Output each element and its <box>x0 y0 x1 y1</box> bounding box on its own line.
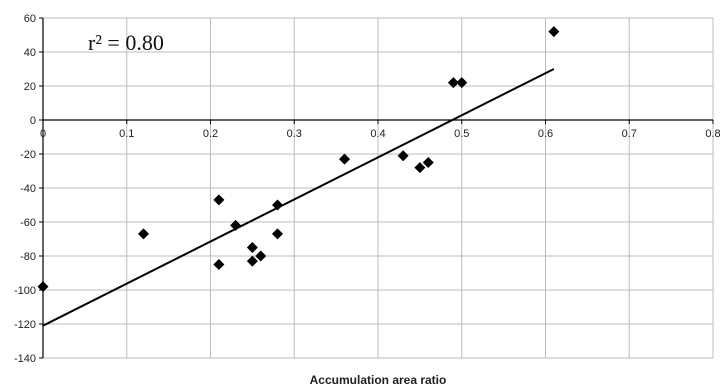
data-point <box>414 162 426 174</box>
y-tick-label: -20 <box>20 149 36 161</box>
data-point <box>272 199 283 211</box>
y-tick-label: -140 <box>14 353 36 365</box>
data-point <box>339 153 350 165</box>
y-tick-labels: 60 40 20 0 -20 -40 -60 -80 -100 -120 -140 <box>14 13 36 365</box>
y-tick-label: -80 <box>20 251 36 263</box>
regression-line <box>42 68 555 327</box>
y-tick-label: 40 <box>24 47 36 59</box>
data-point <box>422 157 434 168</box>
data-point <box>548 26 560 38</box>
data-point <box>255 250 267 262</box>
x-tick-label: 0.6 <box>538 128 553 140</box>
data-point <box>213 259 225 270</box>
data-point <box>272 228 283 240</box>
trendline <box>42 68 555 327</box>
x-tick-labels: 0 0.1 0.2 0.3 0.4 0.5 0.6 0.7 0.8 <box>40 128 721 140</box>
x-tick-label: 0.4 <box>370 128 385 140</box>
data-point <box>447 77 459 89</box>
data-point <box>246 242 258 253</box>
data-point <box>138 228 149 240</box>
grid-lines <box>42 17 714 359</box>
data-point <box>456 77 468 89</box>
axes <box>39 17 714 359</box>
x-tick-label: 0 <box>40 128 46 140</box>
x-tick-label: 0.5 <box>454 128 469 140</box>
data-point <box>397 150 409 162</box>
x-axis-label: Accumulation area ratio <box>310 373 447 387</box>
x-tick-label: 0.8 <box>705 128 720 140</box>
data-points <box>37 26 560 293</box>
y-tick-label: 60 <box>24 13 36 25</box>
x-tick-label: 0.7 <box>622 128 637 140</box>
y-tick-label: -40 <box>20 183 36 195</box>
y-tick-label: -120 <box>14 319 36 331</box>
x-tick-label: 0.2 <box>203 128 218 140</box>
data-point <box>37 281 49 293</box>
data-point <box>246 255 258 267</box>
y-tick-label: -60 <box>20 217 36 229</box>
data-point <box>213 194 225 206</box>
y-tick-label: -100 <box>14 285 36 297</box>
data-point <box>230 219 242 231</box>
x-tick-label: 0.3 <box>287 128 302 140</box>
r-squared-annotation: r² = 0.80 <box>88 30 164 55</box>
y-tick-label: 20 <box>24 81 36 93</box>
x-tick-label: 0.1 <box>119 128 134 140</box>
y-tick-label: 0 <box>30 115 36 127</box>
